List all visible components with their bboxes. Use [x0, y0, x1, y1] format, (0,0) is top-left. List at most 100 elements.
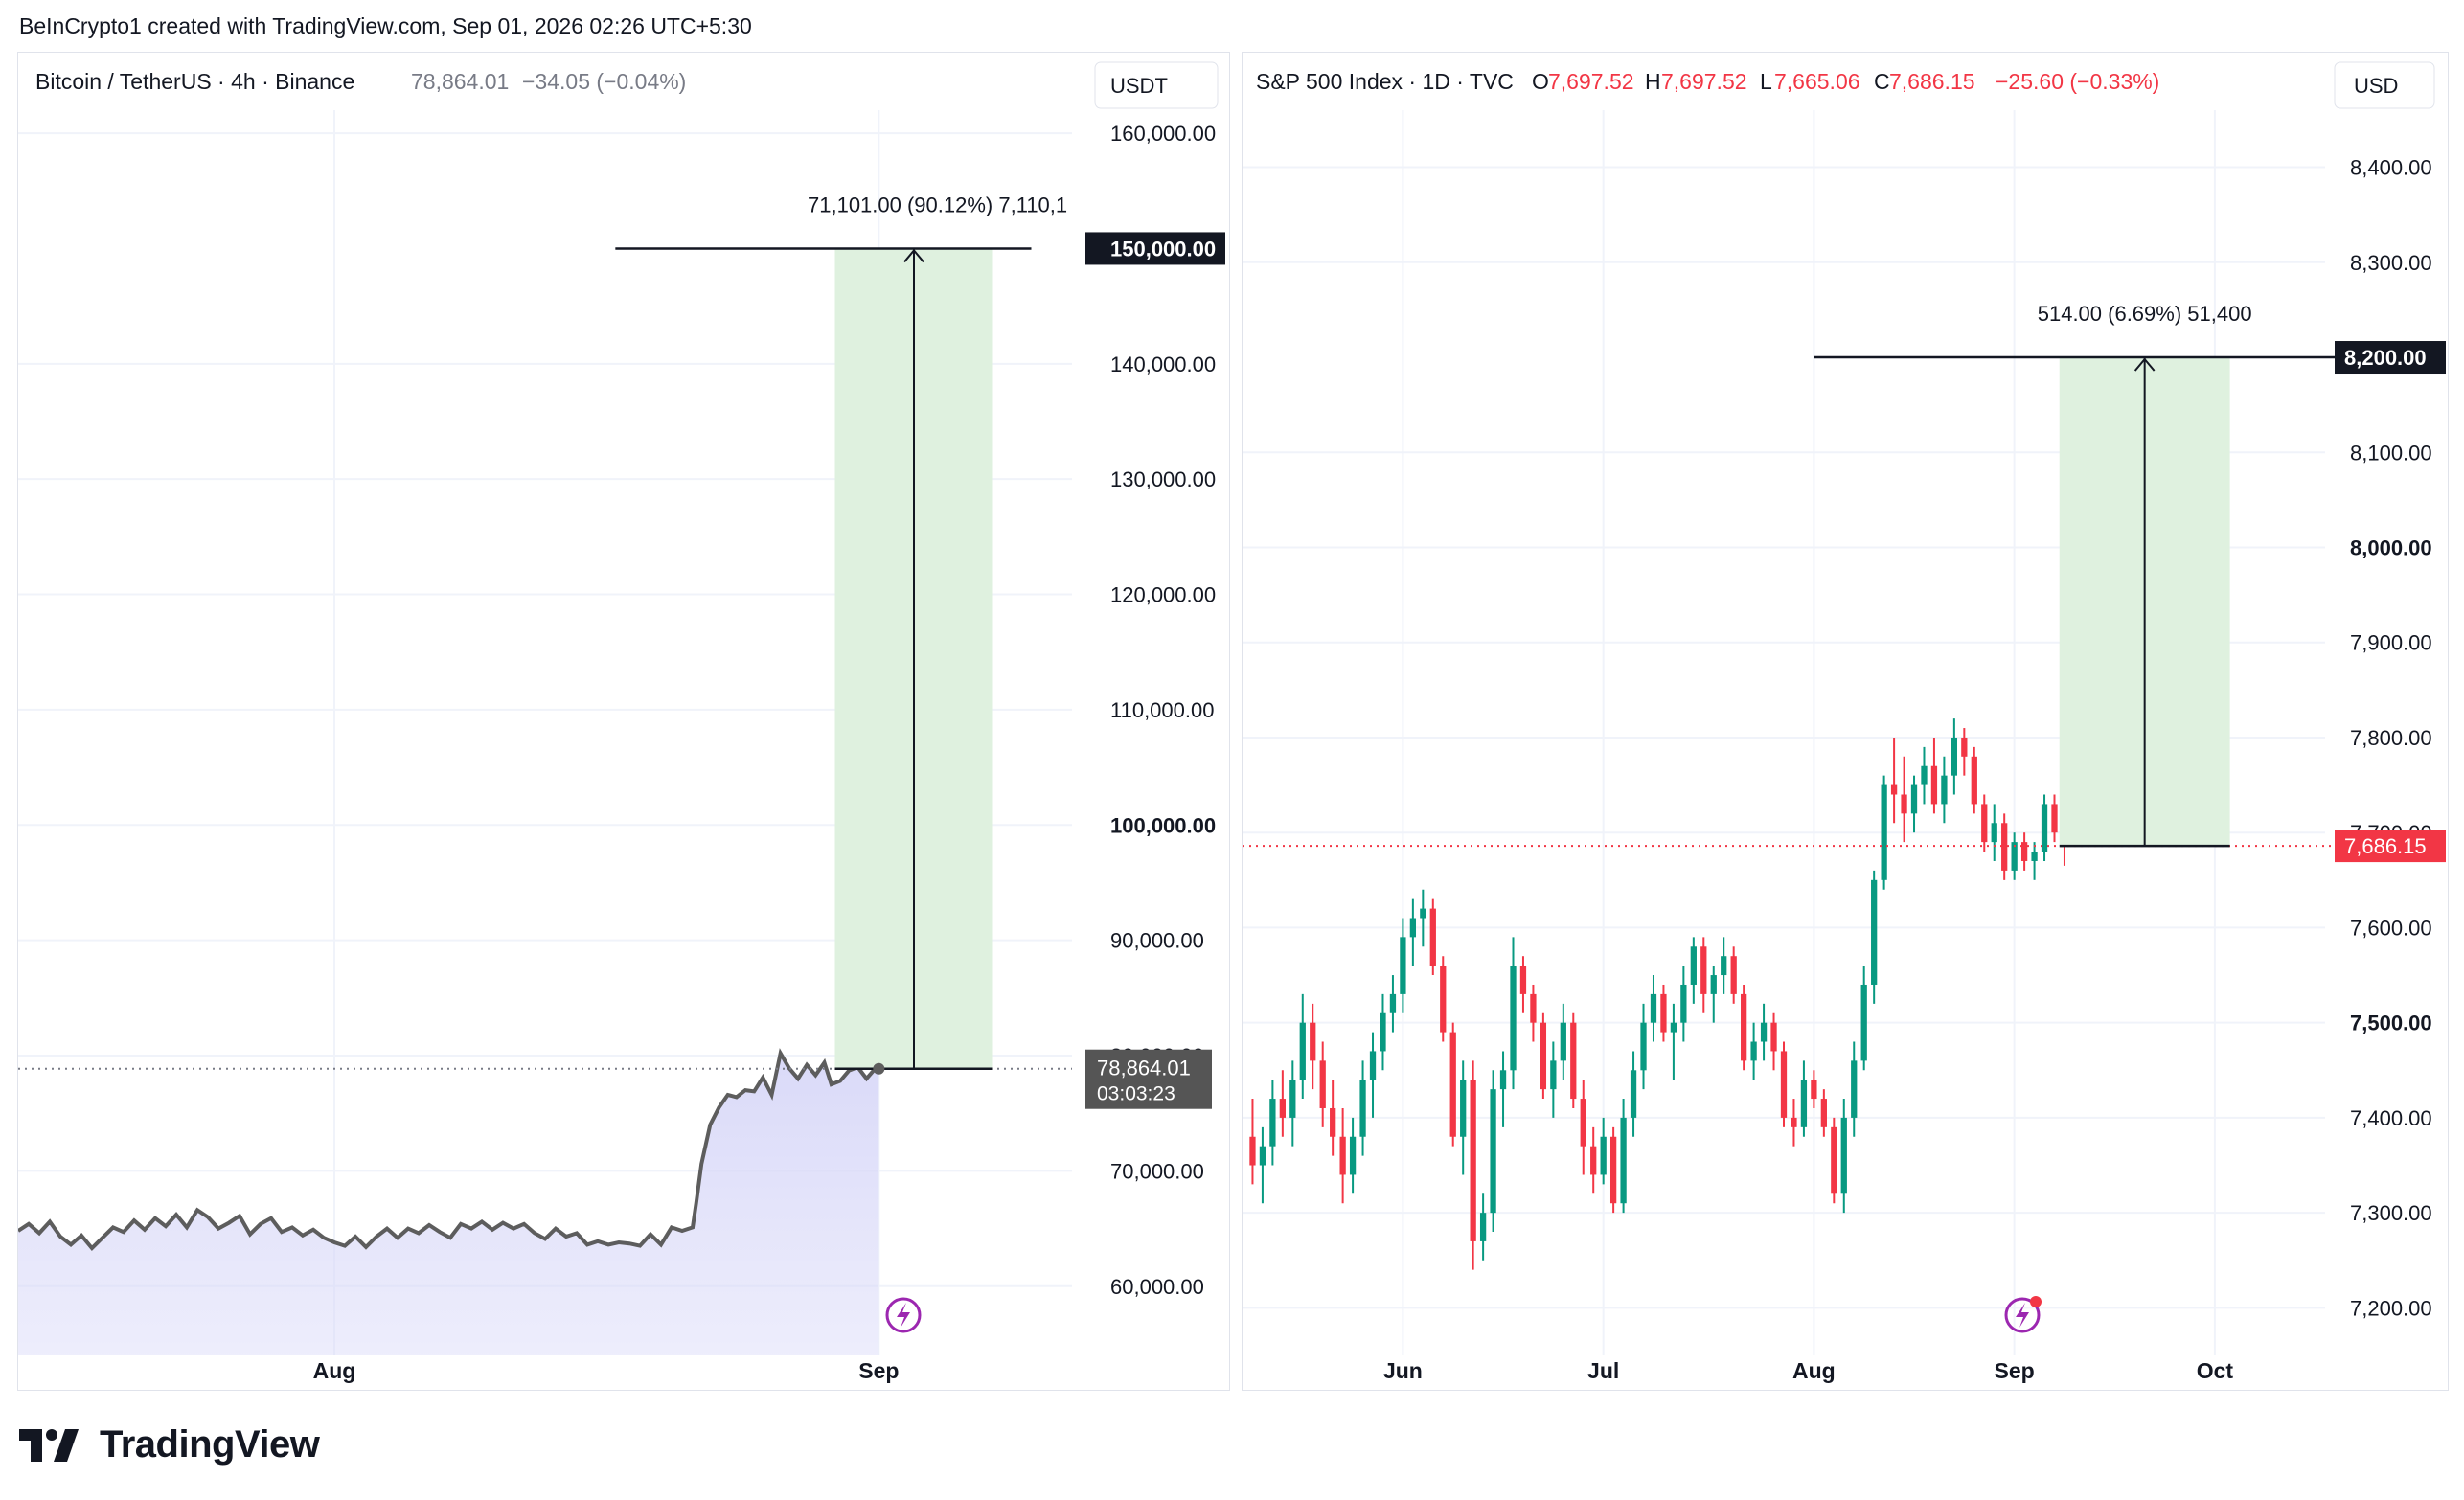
candle[interactable] [1279, 1070, 1286, 1137]
candle[interactable] [1369, 1032, 1377, 1118]
sp500-chart-pane[interactable]: 514.00 (6.69%) 51,400 8,200.00 8,400.00 8,… [1242, 52, 2449, 1391]
candle[interactable] [1930, 737, 1938, 814]
sp500-candlestick-chart[interactable]: 514.00 (6.69%) 51,400 8,200.00 8,400.00 8,… [1243, 53, 2448, 1390]
candle[interactable] [1560, 1003, 1566, 1080]
candle[interactable] [1700, 937, 1707, 1013]
candle[interactable] [1499, 1051, 1507, 1127]
candle[interactable] [1530, 984, 1537, 1042]
candle[interactable] [2001, 813, 2008, 880]
candle[interactable] [1460, 1060, 1467, 1175]
candle[interactable] [1420, 889, 1426, 947]
candle[interactable] [1349, 1117, 1357, 1194]
y-tick-label: 60,000.00 [1110, 1275, 1204, 1299]
candle[interactable] [1991, 804, 1997, 861]
candle[interactable] [2031, 842, 2038, 880]
candle[interactable] [1760, 1003, 1768, 1061]
candle-body [1780, 1051, 1788, 1118]
currency-selector[interactable]: USDT [1094, 61, 1219, 109]
candle-body [1530, 993, 1537, 1023]
candle[interactable] [1750, 1022, 1757, 1080]
candle[interactable] [1921, 746, 1928, 805]
candle[interactable] [1620, 1099, 1627, 1214]
candle[interactable] [1609, 1126, 1617, 1214]
candle[interactable] [1741, 984, 1747, 1071]
bitcoin-area-chart[interactable]: 71,101.00 (90.12%) 7,110,1 150,000.00 160… [16, 53, 1229, 1390]
candle[interactable] [1310, 1003, 1316, 1090]
candle[interactable] [1319, 1041, 1326, 1127]
candle[interactable] [1860, 966, 1867, 1071]
candle[interactable] [1670, 1003, 1677, 1080]
candle[interactable] [1470, 1060, 1476, 1270]
tradingview-logo[interactable]: TradingView [19, 1423, 320, 1466]
candle[interactable] [1249, 1099, 1256, 1185]
candle[interactable] [1951, 718, 1958, 795]
candle[interactable] [1710, 966, 1717, 1023]
candle[interactable] [1800, 1060, 1808, 1137]
candle[interactable] [1269, 1080, 1276, 1166]
candle[interactable] [1570, 1012, 1577, 1108]
candle[interactable] [1490, 1070, 1496, 1232]
candle[interactable] [1389, 975, 1397, 1033]
bitcoin-chart-pane[interactable]: 71,101.00 (90.12%) 7,110,1 150,000.00 160… [16, 52, 1230, 1391]
symbol-title[interactable]: S&P 500 Index · 1D · TVC [1256, 69, 1514, 94]
candle[interactable] [1289, 1060, 1296, 1147]
candle[interactable] [1721, 937, 1727, 994]
y-tick-label: 7,400.00 [2350, 1106, 2432, 1130]
notification-dot [2030, 1296, 2042, 1307]
candle[interactable] [1910, 775, 1918, 833]
candle[interactable] [1941, 756, 1948, 824]
candle[interactable] [1780, 1041, 1788, 1127]
candle[interactable] [1540, 1012, 1547, 1100]
candle-body [1860, 984, 1867, 1061]
candle[interactable] [1680, 966, 1687, 1042]
candle[interactable] [1770, 1012, 1777, 1071]
candle[interactable] [1901, 756, 1907, 843]
candle[interactable] [1400, 918, 1406, 1013]
candle[interactable] [1590, 1126, 1597, 1194]
candle[interactable] [1580, 1080, 1586, 1175]
target-price-tag [1085, 232, 1225, 265]
candle[interactable] [2051, 794, 2058, 843]
candle[interactable] [1409, 898, 1417, 966]
candle[interactable] [1519, 956, 1527, 1013]
symbol-title[interactable]: Bitcoin / TetherUS · 4h · Binance [35, 69, 354, 94]
candle[interactable] [1640, 1003, 1647, 1090]
candle[interactable] [1820, 1089, 1827, 1137]
candle[interactable] [1650, 975, 1657, 1042]
lightning-icon[interactable] [885, 1297, 922, 1333]
candle[interactable] [1890, 737, 1898, 824]
candle-body [1440, 966, 1447, 1033]
candle[interactable] [1971, 746, 1977, 814]
candle[interactable] [1600, 1117, 1607, 1185]
candle[interactable] [1881, 775, 1887, 890]
candle[interactable] [1981, 794, 1988, 852]
candle[interactable] [1440, 956, 1447, 1042]
candle[interactable] [1259, 1126, 1266, 1204]
candle[interactable] [1961, 728, 1968, 776]
candle[interactable] [1359, 1060, 1366, 1156]
candle[interactable] [2011, 832, 2018, 880]
candle[interactable] [1429, 898, 1436, 976]
candle[interactable] [1510, 937, 1517, 1090]
candle[interactable] [1730, 946, 1737, 1004]
candle[interactable] [1449, 1022, 1456, 1147]
candle[interactable] [1660, 984, 1667, 1042]
candle[interactable] [1380, 993, 1386, 1071]
candle[interactable] [1690, 937, 1697, 1004]
candle[interactable] [1871, 870, 1878, 1004]
candle[interactable] [1339, 1107, 1346, 1204]
candle[interactable] [2020, 832, 2028, 871]
currency-selector[interactable]: USD [2334, 61, 2435, 109]
candle[interactable] [1630, 1051, 1637, 1137]
candle[interactable] [1811, 1070, 1817, 1108]
candle[interactable] [1550, 1041, 1557, 1118]
candle[interactable] [1840, 1099, 1847, 1214]
candle[interactable] [2041, 794, 2048, 861]
candle[interactable] [1791, 1099, 1797, 1147]
candle[interactable] [1831, 1117, 1837, 1204]
lightning-icon[interactable] [2004, 1296, 2042, 1333]
candle[interactable] [1299, 993, 1306, 1100]
candle[interactable] [1330, 1080, 1336, 1156]
candle[interactable] [1479, 1193, 1487, 1261]
candle[interactable] [1851, 1041, 1858, 1137]
